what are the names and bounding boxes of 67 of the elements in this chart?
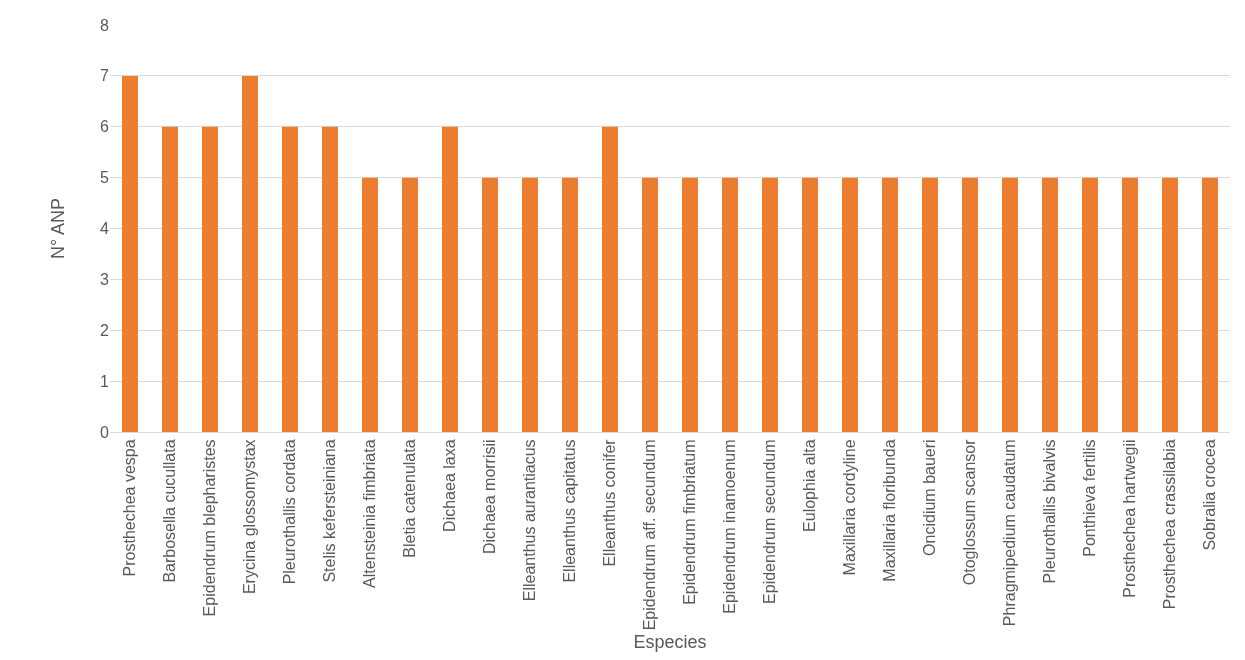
y-tick-label: 2 xyxy=(100,321,110,339)
bar xyxy=(722,177,738,432)
x-tick-label: Prosthechea hartwegii xyxy=(1121,439,1139,598)
bar xyxy=(362,177,378,432)
bar xyxy=(962,177,978,432)
bar xyxy=(922,177,938,432)
y-axis-title: N° ANP xyxy=(48,197,68,260)
bar xyxy=(522,177,538,432)
x-tick-label: Epidendrum fimbriatum xyxy=(681,439,699,605)
x-axis-title: Especies xyxy=(633,632,707,653)
x-tick-label: Epidendrum secundum xyxy=(761,439,779,604)
bar xyxy=(202,126,218,432)
x-tick-label: Sobralia crocea xyxy=(1201,439,1219,551)
x-tick-label: Dichaea laxa xyxy=(441,439,459,532)
bar xyxy=(1042,177,1058,432)
bar xyxy=(602,126,618,432)
y-tick-label: 1 xyxy=(100,372,110,390)
bar xyxy=(1162,177,1178,432)
y-tick-label: 0 xyxy=(100,423,110,441)
bar xyxy=(122,75,138,432)
bar xyxy=(242,75,258,432)
x-tick-label: Prosthechea crassilabia xyxy=(1161,439,1179,610)
x-tick-label: Epidendrum aff. secundum xyxy=(641,439,659,631)
x-tick-label: Dichaea morrisii xyxy=(481,439,499,555)
x-tick-label: Epidendrum blepharistes xyxy=(201,439,219,617)
x-tick-label: Barbosella cucullata xyxy=(161,439,179,583)
bar xyxy=(162,126,178,432)
bar xyxy=(842,177,858,432)
x-tick-label: Prosthechea vespa xyxy=(121,439,139,577)
y-tick-label: 8 xyxy=(100,16,110,34)
y-tick-label: 6 xyxy=(100,118,110,136)
x-tick-label: Altensteinia fimbriata xyxy=(361,439,379,588)
x-tick-label: Eulophia alta xyxy=(801,439,819,532)
x-tick-label: Pleurothallis bivalvis xyxy=(1041,439,1059,584)
x-tick-label: Pleurothallis cordata xyxy=(281,439,299,585)
bar xyxy=(882,177,898,432)
bar xyxy=(762,177,778,432)
y-tick-label: 4 xyxy=(100,220,110,238)
x-tick-label: Otoglossum scansor xyxy=(961,438,979,586)
x-tick-label: Elleanthus conifer xyxy=(601,438,619,567)
bar xyxy=(1002,177,1018,432)
x-tick-label: Stelis kefersteiniana xyxy=(321,439,339,583)
x-tick-label: Phragmipedium caudatum xyxy=(1001,439,1019,627)
bar xyxy=(642,177,658,432)
bar xyxy=(1082,177,1098,432)
bar xyxy=(282,126,298,432)
x-tick-label: Elleanthus capitatus xyxy=(561,439,579,583)
x-tick-label: Ponthieva fertilis xyxy=(1081,439,1099,557)
bar xyxy=(682,177,698,432)
x-tick-label: Epidendrum inamoenum xyxy=(721,439,739,614)
y-tick-label: 5 xyxy=(100,169,110,187)
bar xyxy=(442,126,458,432)
bar xyxy=(402,177,418,432)
x-tick-label: Maxillaria floribunda xyxy=(881,439,899,582)
bar xyxy=(562,177,578,432)
bar xyxy=(322,126,338,432)
bar xyxy=(1122,177,1138,432)
bar xyxy=(802,177,818,432)
bar xyxy=(1202,177,1218,432)
x-tick-label: Oncidium baueri xyxy=(921,439,939,556)
y-tick-label: 7 xyxy=(100,67,110,85)
x-tick-label: Elleanthus aurantiacus xyxy=(521,439,539,602)
bar xyxy=(482,177,498,432)
x-tick-label: Bletia catenulata xyxy=(401,439,419,558)
x-tick-label: Erycina glossomystax xyxy=(241,439,259,595)
x-tick-label: Maxillaria cordyline xyxy=(841,439,859,576)
y-tick-label: 3 xyxy=(100,270,110,288)
